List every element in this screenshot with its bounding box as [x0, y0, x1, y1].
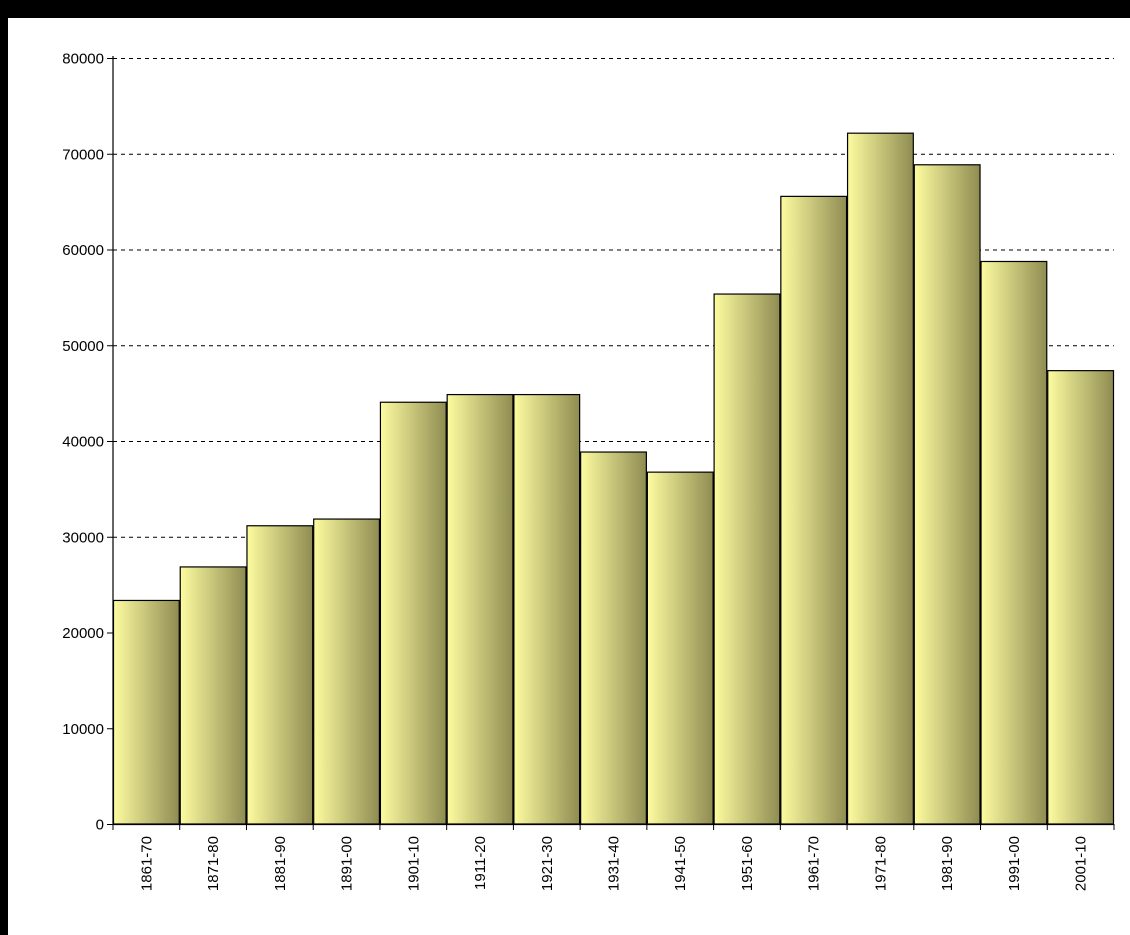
x-tick-label: 1901-10: [405, 836, 422, 891]
y-tick-label: 20000: [62, 625, 104, 642]
bar: [580, 451, 647, 825]
bar: [980, 260, 1048, 825]
y-tick-label: 0: [96, 817, 104, 834]
chart-frame: 0 10000 20000 30000 40000 50000 60000 70000 8000…: [8, 18, 1130, 935]
x-tick-label: 1881-90: [272, 836, 289, 891]
x-tick-label: 1921-30: [539, 836, 556, 891]
bar: [713, 293, 781, 825]
bar: [112, 599, 180, 825]
axes: [112, 56, 1114, 826]
bar: [646, 471, 714, 825]
x-tick-label: 1971-80: [872, 836, 889, 891]
bar: [846, 132, 914, 825]
x-tick-label: 1861-70: [138, 836, 155, 891]
bars: [112, 132, 1115, 825]
y-axis-ticks: 0 10000 20000 30000 40000 50000 60000 70000 8000…: [62, 51, 113, 834]
bar: [313, 518, 381, 825]
y-tick-label: 50000: [62, 338, 104, 355]
bar: [246, 525, 314, 825]
bar: [513, 393, 581, 825]
x-tick-label: 1911-20: [472, 836, 489, 890]
y-tick-label: 70000: [62, 146, 104, 163]
bar: [446, 393, 514, 825]
x-tick-label: 1941-50: [672, 836, 689, 891]
bar: [913, 164, 981, 825]
x-tick-label: 1871-80: [205, 836, 222, 891]
y-tick-label: 10000: [62, 721, 104, 738]
bar: [1047, 370, 1115, 825]
x-tick-label: 1931-40: [606, 836, 623, 891]
bar: [179, 566, 247, 825]
x-tick-label: 1991-00: [1006, 836, 1023, 891]
y-tick-label: 40000: [62, 434, 104, 451]
x-axis-ticks: 1861-70 1871-80 1881-90 1891-00 1901-10 1911-…: [112, 824, 1115, 891]
y-tick-label: 30000: [62, 529, 104, 546]
y-tick-label: 80000: [62, 51, 104, 68]
y-tick-label: 60000: [62, 242, 104, 259]
x-tick-label: 2001-10: [1073, 836, 1090, 891]
x-tick-label: 1961-70: [806, 836, 823, 891]
bar: [780, 195, 848, 825]
bar-chart: 0 10000 20000 30000 40000 50000 60000 70000 8000…: [62, 51, 1115, 891]
x-tick-label: 1891-00: [339, 836, 356, 891]
bar: [379, 401, 447, 825]
x-tick-label: 1981-90: [939, 836, 956, 891]
x-tick-label: 1951-60: [739, 836, 756, 891]
